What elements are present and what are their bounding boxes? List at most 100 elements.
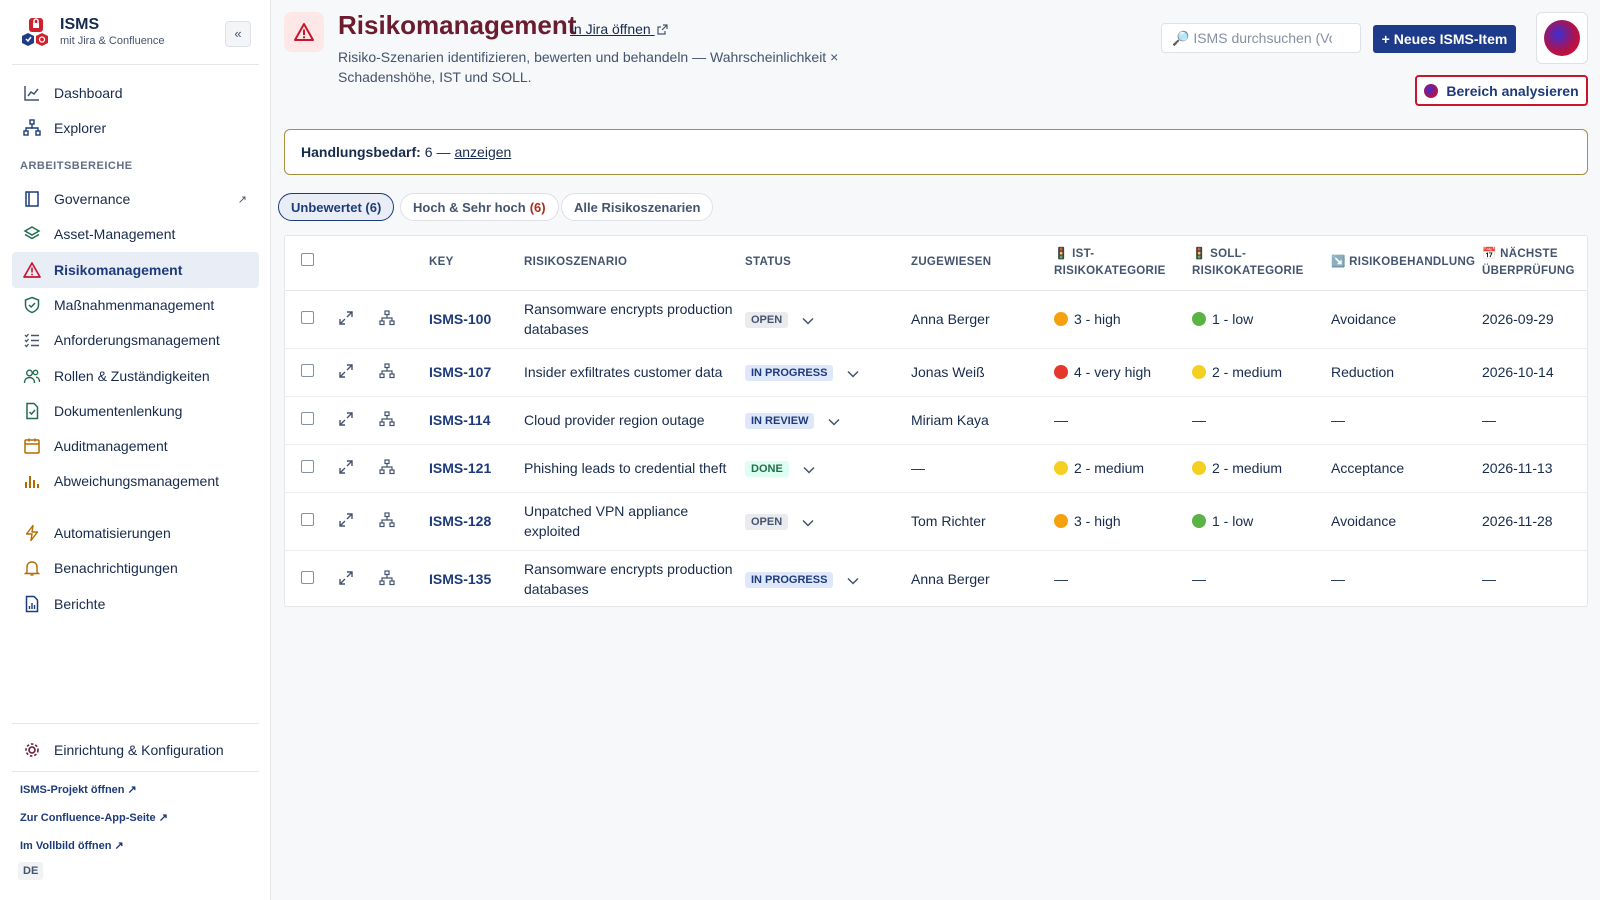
expand-icon[interactable] [339, 571, 353, 588]
hierarchy-icon[interactable] [379, 309, 395, 329]
chevron-down-icon[interactable] [803, 461, 815, 477]
issue-key-link[interactable]: ISMS-135 [429, 571, 492, 587]
sidebar-item-automatisierungen[interactable]: Automatisierungen [12, 515, 259, 551]
status-badge[interactable]: DONE [745, 460, 789, 477]
row-checkbox[interactable] [301, 571, 314, 584]
chevron-down-icon[interactable] [847, 572, 859, 588]
issue-key-link[interactable]: ISMS-114 [429, 412, 491, 428]
row-checkbox[interactable] [301, 513, 314, 526]
search-field[interactable] [1161, 23, 1361, 53]
risk-treatment: Avoidance [1331, 311, 1397, 327]
sidebar: ISMS mit Jira & Confluence « Dashboard Ex… [0, 0, 271, 900]
table-row[interactable]: ISMS-107 Insider exfiltrates customer dat… [285, 348, 1587, 396]
table-row[interactable]: ISMS-100 Ransomware encrypts production d… [285, 290, 1587, 348]
sidebar-item-risikomanagement[interactable]: Risikomanagement [12, 252, 259, 288]
sidebar-item-dashboard[interactable]: Dashboard [12, 75, 259, 111]
brand[interactable]: ISMS mit Jira & Confluence [20, 16, 165, 48]
open-in-jira-link[interactable]: In Jira öffnen [570, 21, 668, 37]
expand-icon[interactable] [339, 460, 353, 477]
row-checkbox[interactable] [301, 412, 314, 425]
table-row[interactable]: ISMS-135 Ransomware encrypts production d… [285, 550, 1587, 606]
issue-key-link[interactable]: ISMS-107 [429, 364, 492, 380]
hierarchy-icon[interactable] [379, 569, 395, 589]
issue-key-link[interactable]: ISMS-121 [429, 460, 492, 476]
sidebar-item-auditmanagement[interactable]: Auditmanagement [12, 428, 259, 464]
chevron-down-icon[interactable] [828, 413, 840, 429]
language-badge[interactable]: DE [18, 862, 44, 880]
link-vollbild[interactable]: Im Vollbild öffnen ↗ [20, 840, 124, 852]
table-row[interactable]: ISMS-114 Cloud provider region outage IN R… [285, 396, 1587, 444]
row-checkbox[interactable] [301, 311, 314, 324]
column-header-assignee[interactable]: ZUGEWIESEN [911, 256, 992, 269]
shield-check-icon [22, 295, 42, 315]
sidebar-divider [12, 771, 259, 772]
status-badge[interactable]: OPEN [745, 513, 789, 530]
select-all-checkbox[interactable] [301, 253, 314, 267]
link-isms-projekt[interactable]: ISMS-Projekt öffnen ↗ [20, 784, 137, 796]
risk-scenario: Phishing leads to credential theft [524, 460, 727, 476]
ai-orb-icon [1544, 20, 1580, 56]
sidebar-item-dokumentenlenkung[interactable]: Dokumentenlenkung [12, 393, 259, 429]
sidebar-item-maßnahmenmanagement[interactable]: Maßnahmenmanagement [12, 287, 259, 323]
column-header-treatment[interactable]: ↘️ RISIKOBEHANDLUNG [1331, 256, 1476, 269]
status-badge[interactable]: IN REVIEW [745, 412, 815, 429]
analyze-area-button[interactable]: Bereich analysieren [1415, 75, 1588, 106]
hierarchy-icon[interactable] [379, 362, 395, 382]
sidebar-item-asset-management[interactable]: Asset-Management [12, 216, 259, 252]
issue-key-link[interactable]: ISMS-100 [429, 311, 492, 327]
people-icon [22, 366, 42, 386]
sidebar-item-label: Auditmanagement [54, 438, 168, 454]
new-isms-item-button[interactable]: + Neues ISMS-Item [1373, 25, 1516, 53]
ist-risk-category: 3 - high [1074, 513, 1121, 529]
chevron-down-icon[interactable] [802, 514, 814, 530]
sidebar-item-governance[interactable]: Governance ↗ [12, 181, 259, 217]
column-header-scenario[interactable]: RISIKOSZENARIO [524, 256, 628, 269]
column-header-ist-category[interactable]: 🚦 IST-RISIKOKATEGORIE [1054, 247, 1166, 277]
expand-icon[interactable] [339, 513, 353, 530]
status-badge[interactable]: OPEN [745, 311, 789, 328]
sidebar-item-berichte[interactable]: Berichte [12, 586, 259, 622]
expand-icon[interactable] [339, 364, 353, 381]
issue-key-link[interactable]: ISMS-128 [429, 513, 492, 529]
sidebar-item-label: Dashboard [54, 85, 123, 101]
status-badge[interactable]: IN PROGRESS [745, 571, 834, 588]
risk-level-dot-icon [1192, 514, 1206, 528]
table-row[interactable]: ISMS-121 Phishing leads to credential the… [285, 444, 1587, 492]
link-confluence-app[interactable]: Zur Confluence-App-Seite ↗ [20, 812, 168, 824]
column-header-soll-category[interactable]: 🚦 SOLL-RISIKOKATEGORIE [1192, 247, 1304, 277]
search-input[interactable] [1172, 30, 1332, 46]
next-review-date: 2026-10-14 [1482, 364, 1554, 380]
expand-icon[interactable] [339, 311, 353, 328]
risk-treatment: — [1331, 571, 1345, 587]
sidebar-item-benachrichtigungen[interactable]: Benachrichtigungen [12, 550, 259, 586]
column-header-next-review[interactable]: 📅 NÄCHSTE ÜBERPRÜFUNG [1482, 247, 1575, 277]
next-review-date: 2026-11-13 [1482, 460, 1553, 476]
next-review-date: — [1482, 412, 1496, 428]
hierarchy-icon[interactable] [379, 458, 395, 478]
chevron-down-icon[interactable] [802, 312, 814, 328]
sidebar-item-anforderungsmanagement[interactable]: Anforderungsmanagement [12, 322, 259, 358]
hierarchy-icon[interactable] [379, 511, 395, 531]
filter-alle-risikoszenarien[interactable]: Alle Risikoszenarien [561, 193, 714, 221]
table-row[interactable]: ISMS-128 Unpatched VPN appliance exploite… [285, 492, 1587, 550]
expand-icon[interactable] [339, 412, 353, 429]
sidebar-item-abweichungsmanagement[interactable]: Abweichungsmanagement [12, 463, 259, 499]
show-action-needed-link[interactable]: anzeigen [454, 144, 512, 160]
chevron-down-icon[interactable] [847, 365, 859, 381]
soll-risk-category: 2 - medium [1212, 364, 1283, 380]
external-link-icon: ↗ [237, 193, 247, 206]
hierarchy-icon[interactable] [379, 410, 395, 430]
sidebar-item-explorer[interactable]: Explorer [12, 110, 259, 146]
risk-level-dot-icon [1054, 461, 1068, 475]
status-badge[interactable]: IN PROGRESS [745, 364, 834, 381]
filter-hoch-sehr-hoch[interactable]: Hoch & Sehr hoch (6) [400, 193, 559, 221]
column-header-status[interactable]: STATUS [745, 256, 792, 269]
sidebar-item-einrichtung[interactable]: Einrichtung & Konfiguration [12, 732, 259, 768]
filter-unbewertet[interactable]: Unbewertet (6) [278, 193, 395, 221]
column-header-key[interactable]: KEY [429, 256, 454, 269]
ai-assistant-button[interactable] [1536, 12, 1588, 64]
row-checkbox[interactable] [301, 364, 314, 377]
sidebar-item-rollen-zuständigkeiten[interactable]: Rollen & Zuständigkeiten [12, 358, 259, 394]
row-checkbox[interactable] [301, 460, 314, 473]
collapse-sidebar-button[interactable]: « [225, 21, 251, 47]
